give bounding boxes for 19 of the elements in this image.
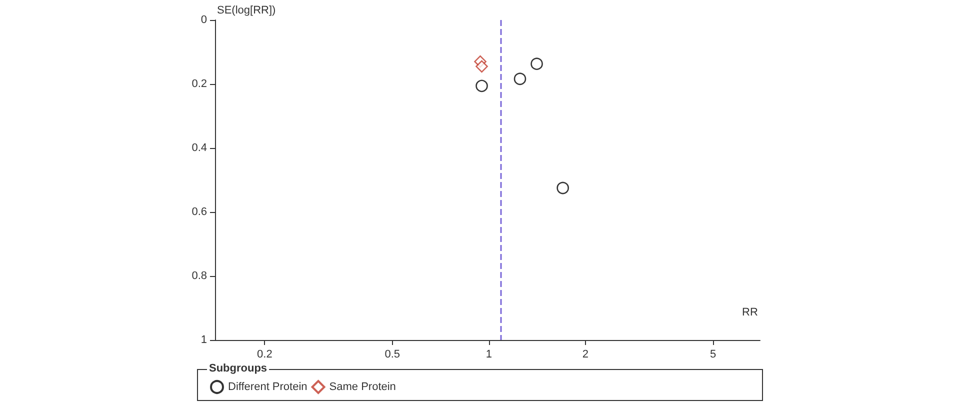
x-tick-label: 0.2 [257, 348, 272, 360]
y-tick-label: 1 [200, 334, 207, 346]
y-axis-title: SE(log[RR]) [217, 4, 276, 16]
legend-title: Subgroups [209, 362, 268, 374]
point [530, 58, 543, 70]
point [476, 80, 488, 92]
y-tick-label: 0.2 [192, 78, 207, 90]
legend-label: Different Protein [228, 381, 308, 393]
y-tick-label: 0 [200, 14, 207, 26]
x-tick-label: 0.5 [384, 348, 400, 360]
x-axis-title: RR [742, 306, 758, 318]
y-tick-label: 0.8 [192, 270, 207, 282]
x-tick-label: 2 [582, 348, 589, 360]
point [556, 182, 569, 194]
legend-label: Same Protein [329, 381, 396, 393]
x-tick-label: 5 [710, 348, 716, 360]
y-tick-label: 0.4 [192, 142, 207, 154]
x-tick-label: 1 [486, 348, 492, 360]
y-tick-label: 0.6 [192, 206, 207, 218]
